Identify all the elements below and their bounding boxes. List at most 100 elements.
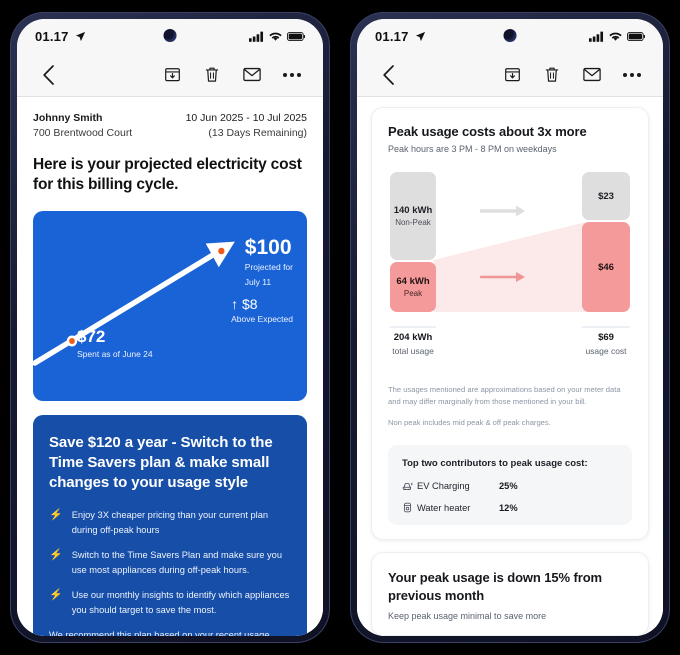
total-usage-value: 204 kWh	[393, 332, 433, 343]
projected-label-1: Projected for	[244, 262, 293, 273]
peak-usage-panel: Peak usage costs about 3x more Peak hour…	[371, 107, 649, 541]
chart-totals-row: 204 kWh total usage $69 usage cost	[388, 326, 632, 366]
offer-bullet-text: Switch to the Time Savers Plan and make …	[71, 550, 283, 575]
battery-icon	[287, 31, 305, 41]
peak-trend-panel: Your peak usage is down 15% from previou…	[371, 552, 649, 636]
bar-nonpeak-usage-label: Non-Peak	[395, 218, 431, 227]
delete-button[interactable]	[537, 60, 567, 90]
back-button[interactable]	[33, 60, 63, 90]
front-camera-notch	[163, 29, 177, 42]
mail-button[interactable]	[237, 60, 267, 90]
table-row: Water heater 12%	[402, 502, 618, 513]
bar-peak-cost: $46	[582, 222, 630, 312]
spent-block: $72 Spent as of June 24	[77, 328, 153, 359]
recipient-name: Johnny Smith	[33, 112, 103, 124]
more-options-icon	[283, 72, 301, 77]
status-time: 01.17	[35, 28, 69, 44]
contributor-percent: 25%	[499, 480, 518, 491]
total-cost-value: $69	[598, 332, 614, 343]
phone-left-screen: 01.17	[17, 19, 323, 636]
back-button[interactable]	[373, 60, 403, 90]
total-rule-right	[582, 326, 630, 328]
peak-arrow-icon	[480, 272, 525, 282]
total-rule-left	[390, 326, 436, 328]
status-left-group: 01.17	[35, 29, 86, 44]
archive-button[interactable]	[157, 60, 187, 90]
trash-icon	[545, 67, 559, 82]
more-options-button[interactable]	[277, 60, 307, 90]
peak-usage-chart: 140 kWh Non-Peak 64 kWh Peak $23 $46	[388, 172, 632, 324]
status-left-group: 01.17	[375, 29, 426, 44]
mail-button[interactable]	[577, 60, 607, 90]
bolt-icon: ⚡	[49, 549, 63, 562]
list-item: ⚡ Switch to the Time Savers Plan and mak…	[49, 548, 291, 577]
cellular-signal-icon	[589, 31, 604, 42]
wifi-icon	[609, 32, 622, 41]
offer-bullet-text: Use our monthly insights to identify whi…	[71, 590, 290, 615]
billing-period-block: 10 Jun 2025 - 10 Jul 2025 (13 Days Remai…	[186, 111, 307, 141]
status-time: 01.17	[375, 28, 409, 44]
contributor-percent: 12%	[499, 502, 518, 513]
phone-left: 01.17	[10, 12, 330, 643]
total-cost-label: usage cost	[585, 346, 627, 356]
status-right-group	[589, 31, 645, 42]
trend-panel-subtitle: Keep peak usage minimal to save more	[388, 610, 547, 621]
delta-amount: ↑ $8	[231, 296, 258, 313]
projected-amount: $100	[244, 236, 292, 260]
chart-disclaimer: The usages mentioned are approximations …	[388, 384, 632, 429]
email-content-right: Peak usage costs about 3x more Peak hour…	[357, 97, 663, 636]
archive-icon	[164, 68, 180, 82]
billing-date-range: 10 Jun 2025 - 10 Jul 2025	[185, 112, 307, 124]
bar-peak-usage-label: Peak	[403, 289, 423, 298]
trend-panel-title: Your peak usage is down 15% from previou…	[388, 570, 603, 603]
projected-label-2: July 11	[244, 276, 272, 287]
billing-days-remaining: (13 Days Remaining)	[208, 127, 307, 140]
bar-nonpeak-cost: $23	[582, 172, 630, 220]
disclaimer-line-1: The usages mentioned are approximations …	[388, 385, 621, 407]
projected-amount-block: $100 Projected for July 11	[245, 237, 293, 288]
spent-amount: $72	[77, 327, 106, 347]
bar-nonpeak-cost-value: $23	[598, 190, 614, 202]
archive-icon	[504, 68, 520, 82]
more-options-button[interactable]	[617, 60, 647, 90]
front-camera-notch	[503, 29, 517, 42]
projection-card: $100 Projected for July 11 ↑ $8 Above Ex…	[33, 211, 307, 402]
table-row: EV Charging 25%	[402, 480, 618, 491]
offer-title: Save $120 a year - Switch to the Time Sa…	[49, 434, 273, 491]
archive-button[interactable]	[497, 60, 527, 90]
peak-panel-title: Peak usage costs about 3x more	[388, 124, 587, 139]
funnel-connector	[433, 222, 587, 312]
status-bar-left: 01.17	[17, 19, 323, 53]
list-item: ⚡ Enjoy 3X cheaper pricing than your cur…	[49, 508, 291, 537]
ev-charging-icon	[402, 480, 417, 491]
delete-button[interactable]	[197, 60, 227, 90]
contributor-name: EV Charging	[417, 480, 470, 491]
delta-block: ↑ $8 Above Expected	[231, 296, 293, 324]
total-cost-block: $69 usage cost	[582, 332, 630, 356]
bolt-icon: ⚡	[49, 509, 63, 522]
recipient-block: Johnny Smith 700 Brentwood Court	[33, 111, 132, 141]
total-usage-label: total usage	[392, 346, 434, 356]
location-arrow-icon	[415, 31, 425, 41]
back-chevron-icon	[42, 64, 54, 85]
trash-icon	[205, 67, 219, 82]
page-title: Here is your projected electricity cost …	[33, 156, 302, 194]
more-options-icon	[623, 72, 641, 77]
cellular-signal-icon	[249, 31, 264, 42]
peak-panel-subtitle: Peak hours are 3 PM - 8 PM on weekdays	[388, 144, 557, 154]
top-contributors-box: Top two contributors to peak usage cost:	[388, 445, 632, 526]
wifi-icon	[269, 32, 282, 41]
bar-peak-cost-value: $46	[598, 261, 614, 273]
disclaimer-line-2: Non peak includes mid peak & off peak ch…	[388, 418, 551, 428]
battery-icon	[627, 31, 645, 41]
recipient-address: 700 Brentwood Court	[33, 127, 133, 140]
bolt-icon: ⚡	[49, 589, 63, 602]
contributors-title: Top two contributors to peak usage cost:	[402, 458, 588, 470]
envelope-icon	[243, 67, 261, 82]
projection-trend-chart	[33, 241, 235, 366]
bar-nonpeak-usage-value: 140 kWh	[393, 205, 433, 216]
envelope-icon	[583, 67, 601, 82]
status-right-group	[249, 31, 305, 42]
phone-right: 01.17	[350, 12, 670, 643]
